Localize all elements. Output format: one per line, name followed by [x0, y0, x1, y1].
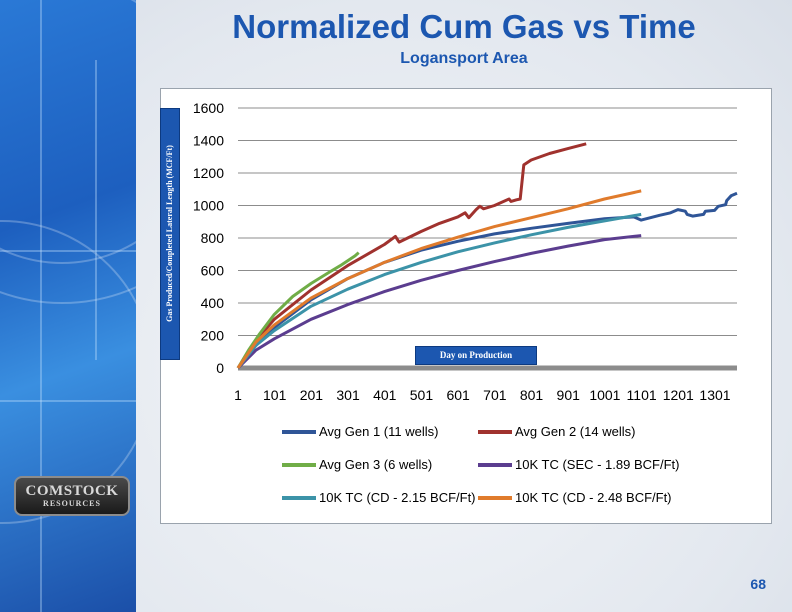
x-tick-label: 1101 [627, 387, 657, 403]
x-axis-ticks: 1 101 201 301 401 501 601 701 801 901 1001 1101 1201… [234, 387, 731, 403]
x-tick-label: 201 [300, 387, 324, 403]
company-logo: COMSTOCK RESOURCES [14, 476, 130, 516]
series-line [236, 189, 642, 369]
series-line [236, 212, 642, 369]
y-axis-label-box [160, 108, 180, 360]
legend-label: Avg Gen 3 (6 wells) [319, 457, 433, 472]
legend-item: Avg Gen 1 (11 wells) [282, 424, 438, 439]
legend-swatch [282, 495, 316, 500]
legend-item: 10K TC (CD - 2.15 BCF/Ft) [282, 490, 476, 505]
x-tick-label: 501 [410, 387, 434, 403]
x-tick-label: 301 [336, 387, 360, 403]
legend-item: Avg Gen 3 (6 wells) [282, 457, 432, 472]
page-number: 68 [750, 576, 766, 592]
y-axis-label-wrap: Gas Produced/Completed Lateral Length (M… [160, 108, 178, 358]
y-tick-label: 1600 [193, 100, 224, 116]
logo-line-2: RESOURCES [43, 499, 101, 508]
x-tick-label: 601 [446, 387, 470, 403]
decor-line [0, 400, 136, 402]
y-tick-label: 600 [201, 263, 225, 279]
logo-line-1: COMSTOCK [25, 483, 119, 499]
decor-line [40, 0, 42, 612]
x-tick-label: 901 [557, 387, 581, 403]
x-tick-label: 801 [520, 387, 544, 403]
y-tick-label: 1200 [193, 165, 224, 181]
legend-label: Avg Gen 2 (14 wells) [515, 424, 636, 439]
x-tick-label: 401 [373, 387, 397, 403]
legend-swatch [282, 462, 316, 467]
legend-item: 10K TC (SEC - 1.89 BCF/Ft) [478, 457, 679, 472]
series-line [236, 142, 587, 369]
x-axis-label: Day on Production [415, 346, 537, 365]
chart-legend: Avg Gen 1 (11 wells) Avg Gen 2 (14 wells)… [282, 424, 722, 520]
legend-label: Avg Gen 1 (11 wells) [319, 424, 439, 439]
x-tick-label: 1 [234, 387, 242, 403]
y-tick-label: 400 [201, 295, 225, 311]
legend-label: 10K TC (CD - 2.15 BCF/Ft) [319, 490, 476, 505]
chart-frame [160, 88, 772, 524]
y-tick-label: 1000 [193, 198, 224, 214]
legend-label: 10K TC (SEC - 1.89 BCF/Ft) [515, 457, 680, 472]
x-tick-label: 101 [263, 387, 287, 403]
page-subtitle: Logansport Area [400, 50, 528, 67]
legend-item: Avg Gen 2 (14 wells) [478, 424, 635, 439]
y-axis-label: Gas Produced/Completed Lateral Length (M… [164, 144, 174, 322]
y-tick-label: 1400 [193, 133, 224, 149]
x-tick-label: 1301 [699, 387, 730, 403]
decor-line [95, 60, 97, 360]
legend-item: 10K TC (CD - 2.48 BCF/Ft) [478, 490, 672, 505]
x-tick-label: 1201 [663, 387, 694, 403]
chart-series [236, 142, 738, 370]
y-tick-label: 800 [201, 230, 225, 246]
legend-swatch [478, 495, 512, 500]
series-line [236, 234, 642, 370]
x-tick-label: 1001 [589, 387, 620, 403]
legend-swatch [282, 429, 316, 434]
series-line [236, 251, 360, 369]
y-tick-label: 0 [216, 360, 224, 376]
chart-gridlines [238, 107, 737, 371]
y-axis-ticks: 0 200 400 600 800 1000 1200 1400 1600 [193, 100, 224, 376]
legend-swatch [478, 429, 512, 434]
legend-swatch [478, 462, 512, 467]
decor-line [0, 250, 136, 252]
y-tick-label: 200 [201, 328, 225, 344]
page-title: Normalized Cum Gas vs Time [232, 8, 696, 45]
legend-label: 10K TC (CD - 2.48 BCF/Ft) [515, 490, 672, 505]
x-tick-label: 701 [483, 387, 507, 403]
